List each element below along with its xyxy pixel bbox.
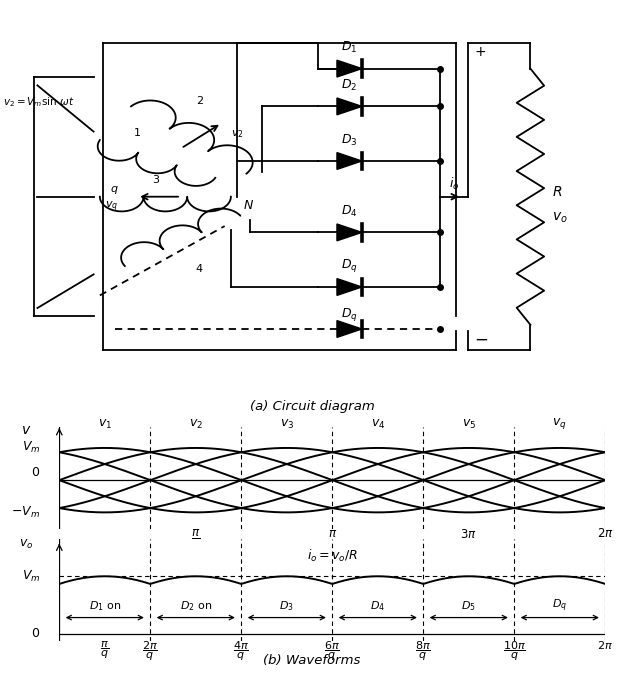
Text: $1$: $1$ <box>134 126 141 138</box>
Text: $\pi$: $\pi$ <box>328 527 337 540</box>
Text: (a) Circuit diagram: (a) Circuit diagram <box>250 400 374 413</box>
Text: $D_4$: $D_4$ <box>370 599 386 613</box>
Text: $2\pi$: $2\pi$ <box>597 639 613 652</box>
Text: $\dfrac{6\pi}{q}$: $\dfrac{6\pi}{q}$ <box>324 639 340 663</box>
Text: $v_3$: $v_3$ <box>280 418 294 431</box>
Text: $v_5$: $v_5$ <box>462 418 476 431</box>
Text: $2$: $2$ <box>196 94 203 106</box>
Text: $q$: $q$ <box>110 183 119 196</box>
Text: $D_{q}$: $D_{q}$ <box>341 257 358 274</box>
Text: $v_q$: $v_q$ <box>552 416 567 431</box>
Text: (b) Waveforms: (b) Waveforms <box>263 654 361 666</box>
Text: $4$: $4$ <box>195 262 204 274</box>
Text: $\dfrac{2\pi}{q}$: $\dfrac{2\pi}{q}$ <box>142 639 158 663</box>
Text: $v_q$: $v_q$ <box>105 200 119 214</box>
Text: $0$: $0$ <box>31 466 40 479</box>
Text: $D_2$ on: $D_2$ on <box>180 599 212 613</box>
Text: $D_5$: $D_5$ <box>461 599 476 613</box>
Polygon shape <box>337 98 362 115</box>
Text: $R$: $R$ <box>552 186 563 199</box>
Text: $D_1$ on: $D_1$ on <box>89 599 121 613</box>
Text: $0$: $0$ <box>31 627 40 640</box>
Text: $i_o$: $i_o$ <box>449 176 459 192</box>
Text: $D_q$: $D_q$ <box>341 306 358 323</box>
Text: $i_o = v_o/R$: $i_o = v_o/R$ <box>307 548 358 564</box>
Text: $v_2$: $v_2$ <box>189 418 203 431</box>
Text: $v_1$: $v_1$ <box>98 418 112 431</box>
Polygon shape <box>337 224 362 241</box>
Text: $V_m$: $V_m$ <box>22 568 40 584</box>
Text: $D_{3}$: $D_{3}$ <box>341 132 358 148</box>
Text: $2\pi$: $2\pi$ <box>597 527 613 540</box>
Text: $v_o$: $v_o$ <box>19 538 34 552</box>
Text: $v_2$: $v_2$ <box>231 128 243 139</box>
Text: $D_{4}$: $D_{4}$ <box>341 204 358 219</box>
Text: $v_4$: $v_4$ <box>371 418 385 431</box>
Text: $D_q$: $D_q$ <box>552 598 567 615</box>
Polygon shape <box>337 279 362 295</box>
Text: $v_2 = V_m\sin\,\omega t$: $v_2 = V_m\sin\,\omega t$ <box>3 95 75 109</box>
Polygon shape <box>337 321 362 337</box>
Text: $\dfrac{3\pi}{2}$: $\dfrac{3\pi}{2}$ <box>461 527 477 552</box>
Text: $D_{2}$: $D_{2}$ <box>341 78 358 93</box>
Text: $3$: $3$ <box>152 174 160 186</box>
Text: $V_m$: $V_m$ <box>22 440 40 456</box>
Text: $+$: $+$ <box>474 45 486 59</box>
Text: $v_o$: $v_o$ <box>552 211 568 225</box>
Text: $D_3$: $D_3$ <box>280 599 294 613</box>
Text: $-V_m$: $-V_m$ <box>11 505 40 520</box>
Text: $\dfrac{10\pi}{q}$: $\dfrac{10\pi}{q}$ <box>503 639 526 663</box>
Polygon shape <box>337 60 362 77</box>
Text: $\dfrac{4\pi}{q}$: $\dfrac{4\pi}{q}$ <box>233 639 249 663</box>
Text: $v$: $v$ <box>21 424 31 438</box>
Text: $\dfrac{\pi}{2}$: $\dfrac{\pi}{2}$ <box>191 527 200 551</box>
Text: $\dfrac{8\pi}{q}$: $\dfrac{8\pi}{q}$ <box>416 639 431 663</box>
Text: $\dfrac{\pi}{q}$: $\dfrac{\pi}{q}$ <box>100 639 109 661</box>
Text: $-$: $-$ <box>474 330 489 348</box>
Text: $N$: $N$ <box>243 199 255 212</box>
Polygon shape <box>337 153 362 169</box>
Text: $D_{1}$: $D_{1}$ <box>341 40 358 55</box>
